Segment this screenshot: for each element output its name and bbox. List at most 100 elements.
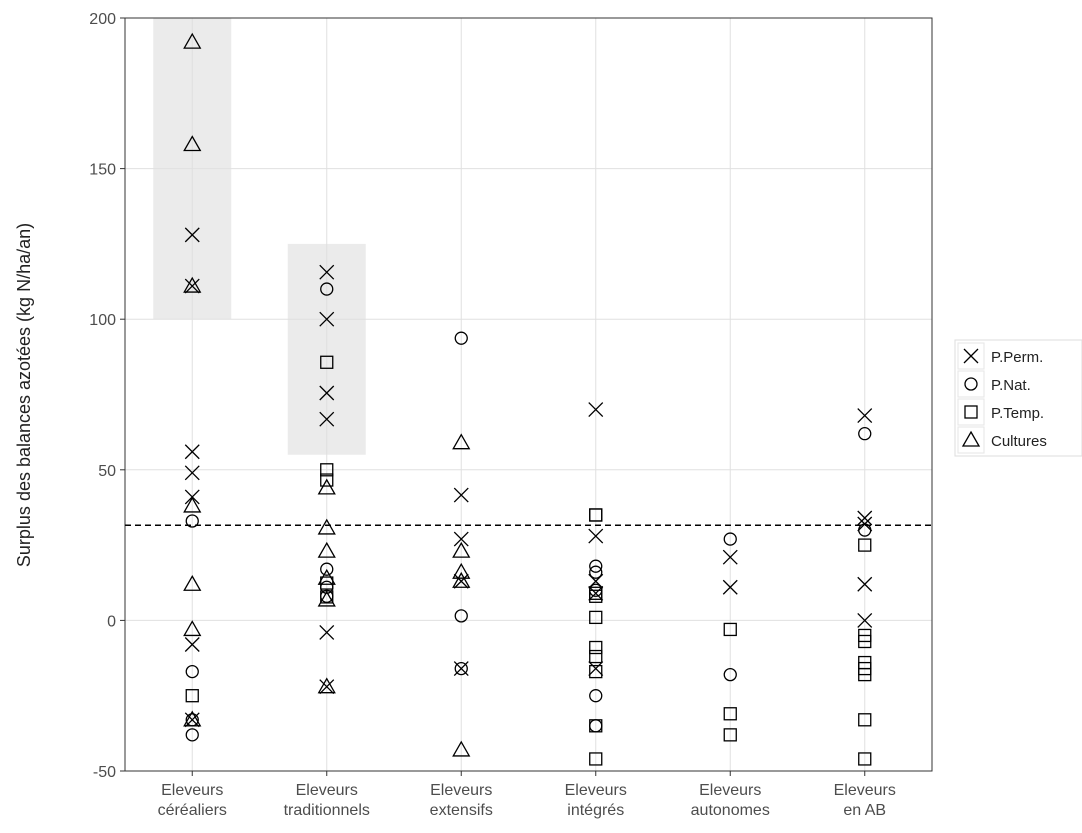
point	[723, 728, 737, 742]
point	[320, 473, 334, 487]
legend-key	[957, 398, 985, 426]
point	[588, 402, 604, 418]
point	[452, 571, 471, 588]
point	[857, 408, 873, 424]
point	[589, 559, 603, 573]
point	[183, 496, 202, 513]
point	[184, 444, 200, 460]
point	[183, 135, 202, 152]
point	[452, 541, 471, 558]
y-tick-label: 100	[89, 312, 116, 329]
point	[857, 576, 873, 592]
point	[723, 667, 737, 682]
point	[858, 667, 872, 682]
point	[319, 624, 335, 640]
x-tick-label: Eleveurs	[430, 782, 492, 799]
point	[317, 568, 336, 585]
point	[185, 689, 199, 703]
point	[858, 538, 872, 552]
point	[858, 713, 872, 727]
point	[319, 385, 335, 401]
point	[452, 740, 471, 757]
point	[320, 463, 334, 477]
point	[319, 679, 335, 695]
point	[723, 532, 737, 546]
point	[184, 227, 200, 243]
x-tick-label: en AB	[843, 802, 886, 819]
point	[317, 478, 336, 495]
legend-label: P.Nat.	[991, 377, 1031, 394]
x-tick-label: céréaliers	[158, 802, 227, 819]
point	[183, 276, 202, 293]
point	[320, 562, 334, 576]
point	[319, 264, 335, 280]
point	[589, 640, 603, 655]
point	[723, 622, 737, 637]
point	[858, 752, 872, 766]
point	[184, 465, 200, 481]
point	[452, 562, 471, 579]
point	[589, 719, 603, 733]
point	[589, 589, 603, 603]
point	[589, 664, 603, 679]
point	[319, 411, 335, 427]
point	[320, 576, 334, 590]
x-tick-label: Eleveurs	[296, 782, 358, 799]
point	[857, 510, 873, 526]
legend-symbol	[963, 348, 979, 364]
point	[722, 549, 738, 565]
point	[185, 728, 199, 742]
point	[454, 331, 468, 345]
x-tick-label: autonomes	[691, 802, 770, 819]
point	[454, 609, 468, 623]
panel-border	[124, 17, 933, 772]
point	[183, 574, 202, 591]
y-tick-label: 0	[107, 613, 116, 630]
y-tick-label: -50	[93, 764, 116, 781]
x-tick-label: Eleveurs	[834, 782, 896, 799]
point	[589, 508, 603, 522]
point	[589, 649, 603, 664]
y-tick-label: 200	[89, 11, 116, 28]
point	[183, 710, 202, 727]
point	[589, 752, 603, 766]
point	[185, 514, 199, 528]
point	[320, 355, 334, 369]
point	[317, 677, 336, 694]
x-tick-label: Eleveurs	[161, 782, 223, 799]
point	[320, 282, 334, 296]
point	[858, 634, 872, 649]
point	[184, 637, 200, 652]
y-tick-label: 150	[89, 162, 116, 179]
point	[858, 427, 872, 441]
point	[857, 612, 873, 628]
legend-key	[957, 370, 985, 398]
point	[588, 585, 604, 601]
point	[722, 579, 738, 595]
x-tick-label: traditionnels	[284, 802, 370, 819]
point	[319, 311, 335, 327]
point	[453, 487, 469, 503]
point	[183, 32, 202, 49]
point	[317, 541, 336, 558]
legend-label: P.Perm.	[991, 349, 1043, 366]
legend-label: Cultures	[991, 433, 1047, 450]
x-tick-label: extensifs	[430, 802, 493, 819]
legend-symbol	[964, 377, 978, 391]
point	[185, 664, 199, 679]
y-tick-label: 50	[98, 463, 116, 480]
point	[452, 433, 471, 450]
point	[317, 590, 336, 607]
legend-symbol	[964, 405, 978, 419]
point	[183, 620, 202, 637]
point	[589, 565, 603, 579]
legend-symbol	[961, 430, 981, 447]
legend-label: P.Temp.	[991, 405, 1044, 422]
point	[723, 707, 737, 721]
point	[184, 278, 200, 294]
y-axis-label: Surplus des balances azotées (kg N/ha/an…	[14, 223, 34, 567]
x-tick-label: Eleveurs	[565, 782, 627, 799]
point	[317, 518, 336, 535]
point	[454, 661, 468, 676]
